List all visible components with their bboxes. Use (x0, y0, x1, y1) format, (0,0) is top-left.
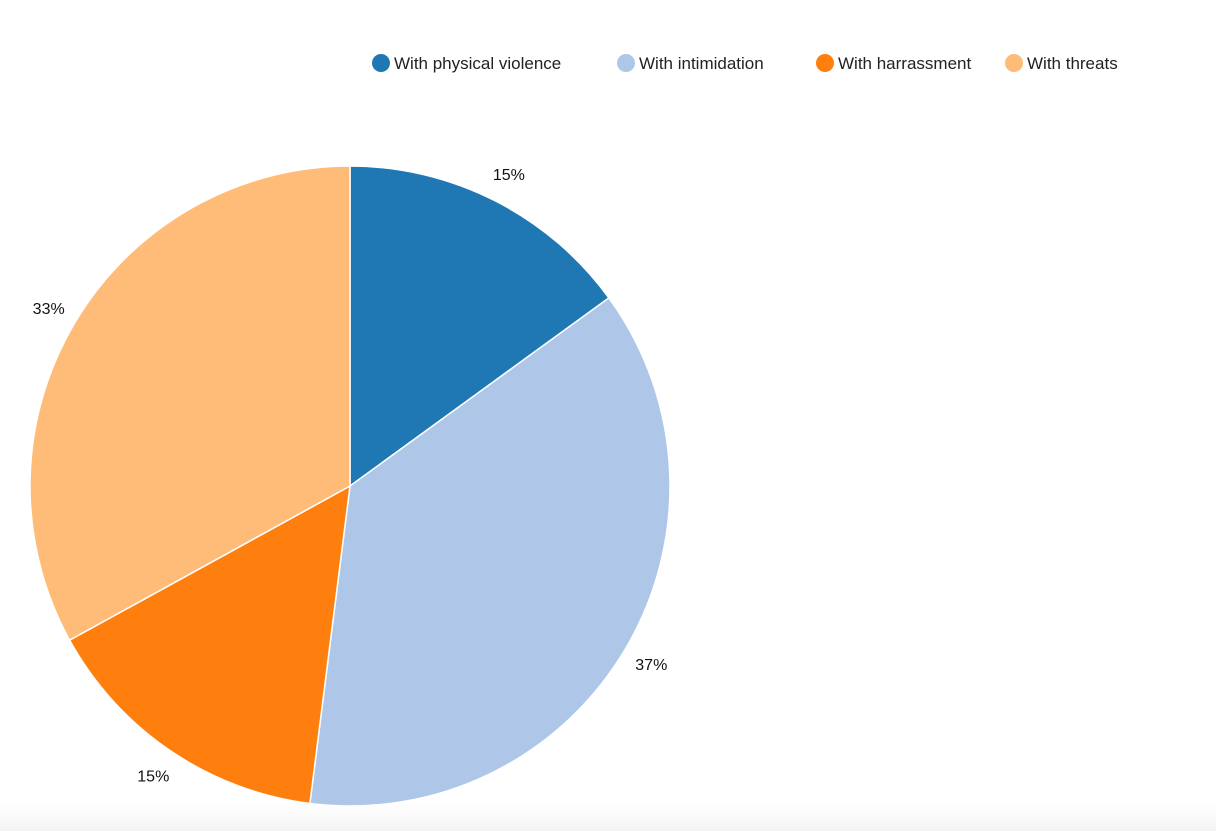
chart-legend: With physical violence With intimidation W… (372, 54, 1118, 73)
legend-marker (372, 54, 390, 72)
legend-label: With threats (1027, 54, 1118, 73)
legend-marker (1005, 54, 1023, 72)
data-label-with-intimidation: 37% (635, 657, 667, 674)
pie-data-labels: 15% 37% 15% 33% (33, 167, 668, 785)
legend-label: With harrassment (838, 54, 971, 73)
pie-slice-with-intimidation[interactable] (309, 296, 671, 807)
legend-label: With intimidation (639, 54, 764, 73)
legend-marker (816, 54, 834, 72)
data-label-with-harrassment: 15% (137, 769, 169, 786)
legend-item-with-threats[interactable]: With threats (1005, 54, 1118, 73)
legend-item-with-harrassment[interactable]: With harrassment (816, 54, 971, 73)
legend-label: With physical violence (394, 54, 561, 73)
legend-marker (617, 54, 635, 72)
pie-slice-with-harrassment[interactable] (68, 484, 351, 805)
legend-item-with-physical-violence[interactable]: With physical violence (372, 54, 561, 73)
legend-item-with-intimidation[interactable]: With intimidation (617, 54, 764, 73)
data-label-with-physical-violence: 15% (493, 167, 525, 184)
data-label-with-threats: 33% (33, 301, 65, 318)
pie-slice-with-threats[interactable] (29, 165, 351, 642)
pie-slice-with-physical-violence[interactable] (349, 165, 610, 488)
pie-slices (29, 165, 671, 807)
